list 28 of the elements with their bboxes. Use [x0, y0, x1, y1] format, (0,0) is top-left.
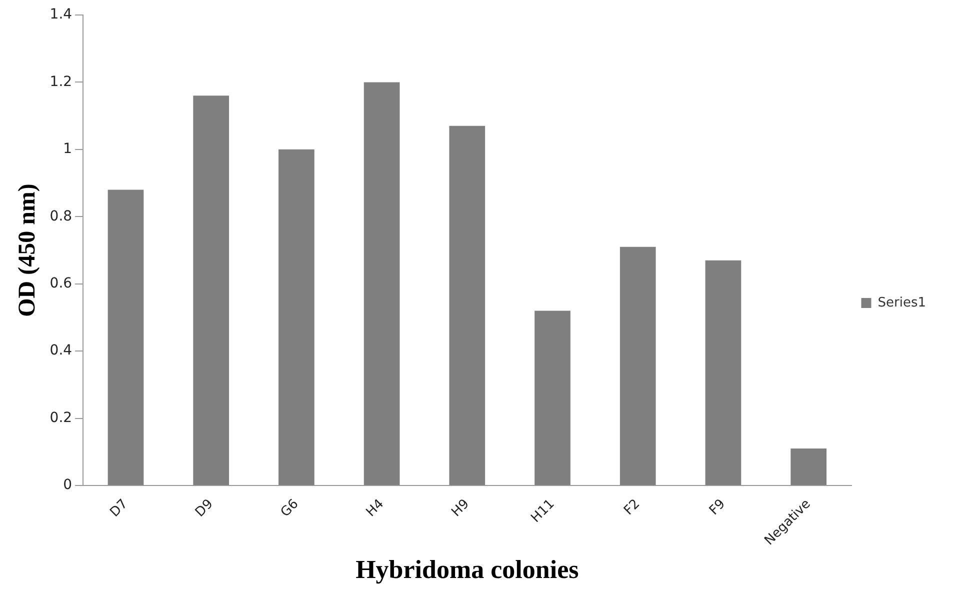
y-tick-label: 0.2	[50, 410, 72, 426]
x-axis-title: Hybridoma colonies	[356, 555, 579, 584]
bar	[108, 190, 144, 486]
bar	[790, 448, 826, 486]
x-tick-label: F9	[706, 496, 728, 518]
x-tick-label: D9	[192, 496, 216, 520]
bar	[193, 96, 230, 486]
bar	[364, 82, 400, 486]
y-tick-label: 0.6	[50, 276, 72, 292]
x-tick-label: H4	[364, 496, 388, 520]
legend-label: Series1	[878, 295, 926, 310]
bar	[534, 310, 570, 486]
bar	[705, 260, 742, 486]
y-tick-label: 0.4	[50, 342, 72, 359]
bar	[449, 126, 486, 486]
y-tick-label: 0.8	[50, 208, 72, 224]
y-tick-label: 1.2	[50, 74, 72, 90]
x-tick-label: G6	[278, 496, 302, 520]
y-tick-label: 1	[63, 141, 72, 158]
y-tick-label: 1.4	[50, 6, 72, 23]
x-tick-label: H9	[449, 496, 472, 520]
bar	[278, 149, 314, 486]
y-axis-title: OD (450 nm)	[14, 184, 41, 317]
x-tick-label: H11	[528, 496, 558, 526]
x-tick-label: F2	[621, 496, 644, 518]
bar	[620, 246, 656, 486]
x-tick-label: D7	[107, 496, 131, 520]
y-tick-label: 0	[63, 477, 72, 494]
